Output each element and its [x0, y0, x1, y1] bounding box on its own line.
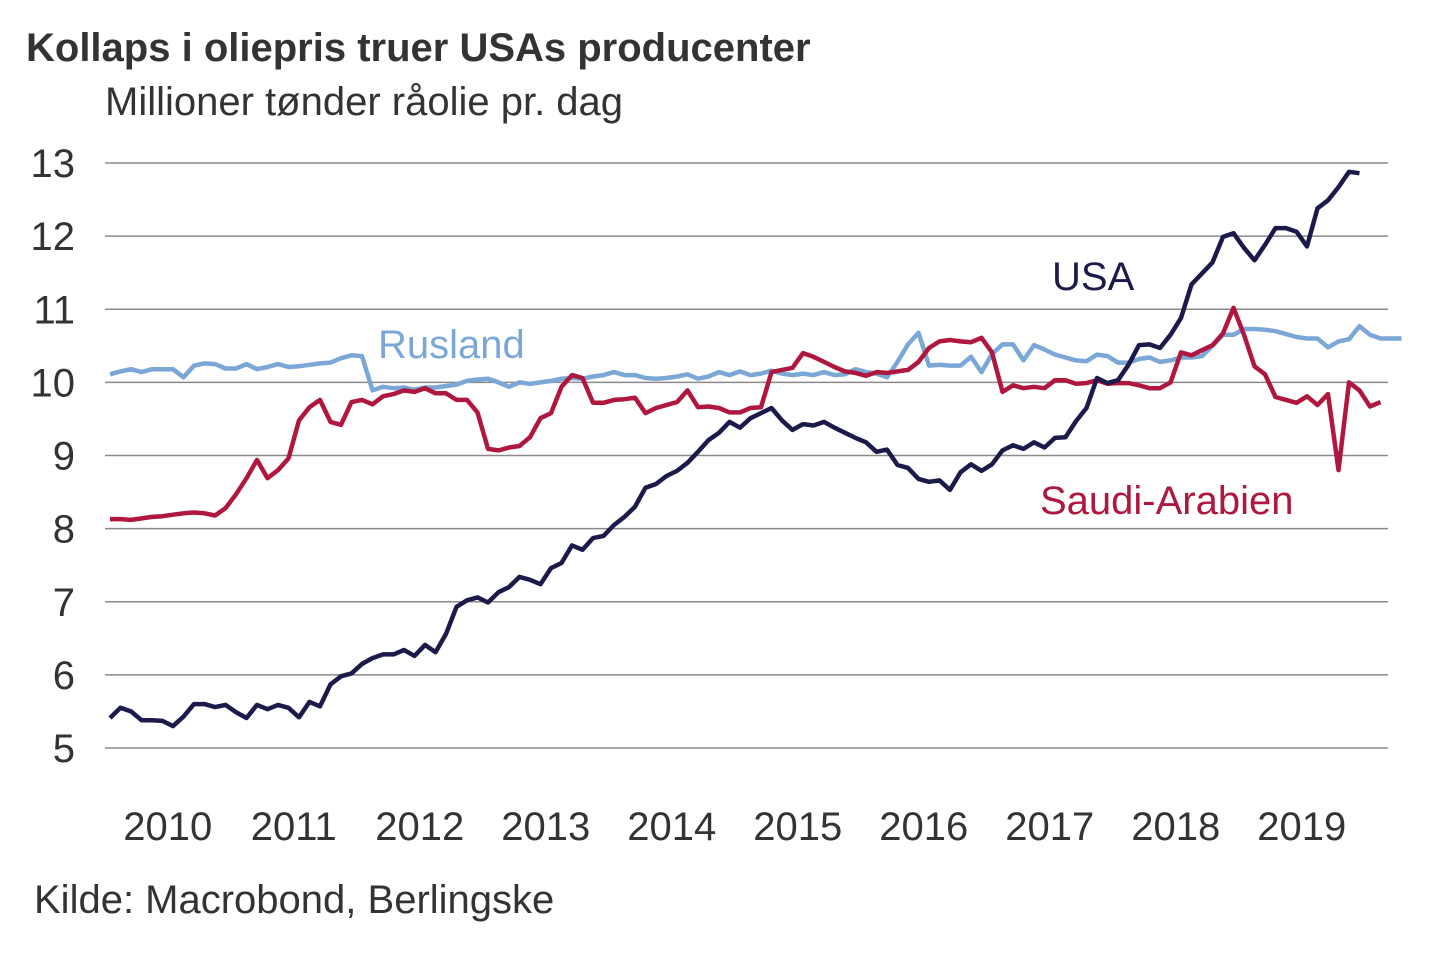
series-lines — [108, 169, 1402, 729]
x-tick-label: 2014 — [627, 805, 716, 849]
x-tick-label: 2018 — [1131, 805, 1220, 849]
series-line-rusland — [109, 323, 1402, 393]
y-axis-ticks: 5 6 7 8 9 10 11 12 13 — [31, 142, 76, 771]
x-tick-label: 2012 — [375, 805, 464, 849]
x-tick-label: 2017 — [1005, 805, 1094, 849]
series-line-usa — [108, 169, 1360, 729]
y-tick-label: 9 — [53, 435, 75, 479]
x-tick-label: 2019 — [1257, 805, 1346, 849]
x-tick-label: 2011 — [251, 805, 337, 849]
series-label-saudi-arabien: Saudi-Arabien — [1040, 479, 1294, 523]
x-tick-label: 2010 — [123, 805, 212, 849]
y-tick-label: 8 — [53, 508, 75, 552]
y-tick-label: 13 — [31, 142, 76, 186]
chart-title: Kollaps i oliepris truer USAs producente… — [26, 26, 811, 70]
series-label-rusland: Rusland — [378, 323, 525, 367]
x-tick-label: 2016 — [879, 805, 968, 849]
y-tick-label: 11 — [33, 288, 75, 332]
y-tick-label: 6 — [53, 654, 75, 698]
x-tick-label: 2015 — [753, 805, 842, 849]
gridlines — [105, 162, 1388, 749]
chart-subtitle: Millioner tønder råolie pr. dag — [105, 80, 624, 124]
y-tick-label: 10 — [31, 361, 76, 405]
series-line-saudi-arabien — [110, 305, 1382, 523]
series-label-usa: USA — [1052, 255, 1135, 299]
x-axis-ticks: 2010 2011 2012 2013 2014 2015 2016 2017 2018 2019 — [123, 805, 1346, 849]
y-tick-label: 7 — [53, 581, 75, 625]
y-tick-label: 12 — [31, 215, 76, 259]
y-tick-label: 5 — [53, 727, 75, 771]
chart-source: Kilde: Macrobond, Berlingske — [34, 878, 555, 922]
x-tick-label: 2013 — [501, 805, 590, 849]
